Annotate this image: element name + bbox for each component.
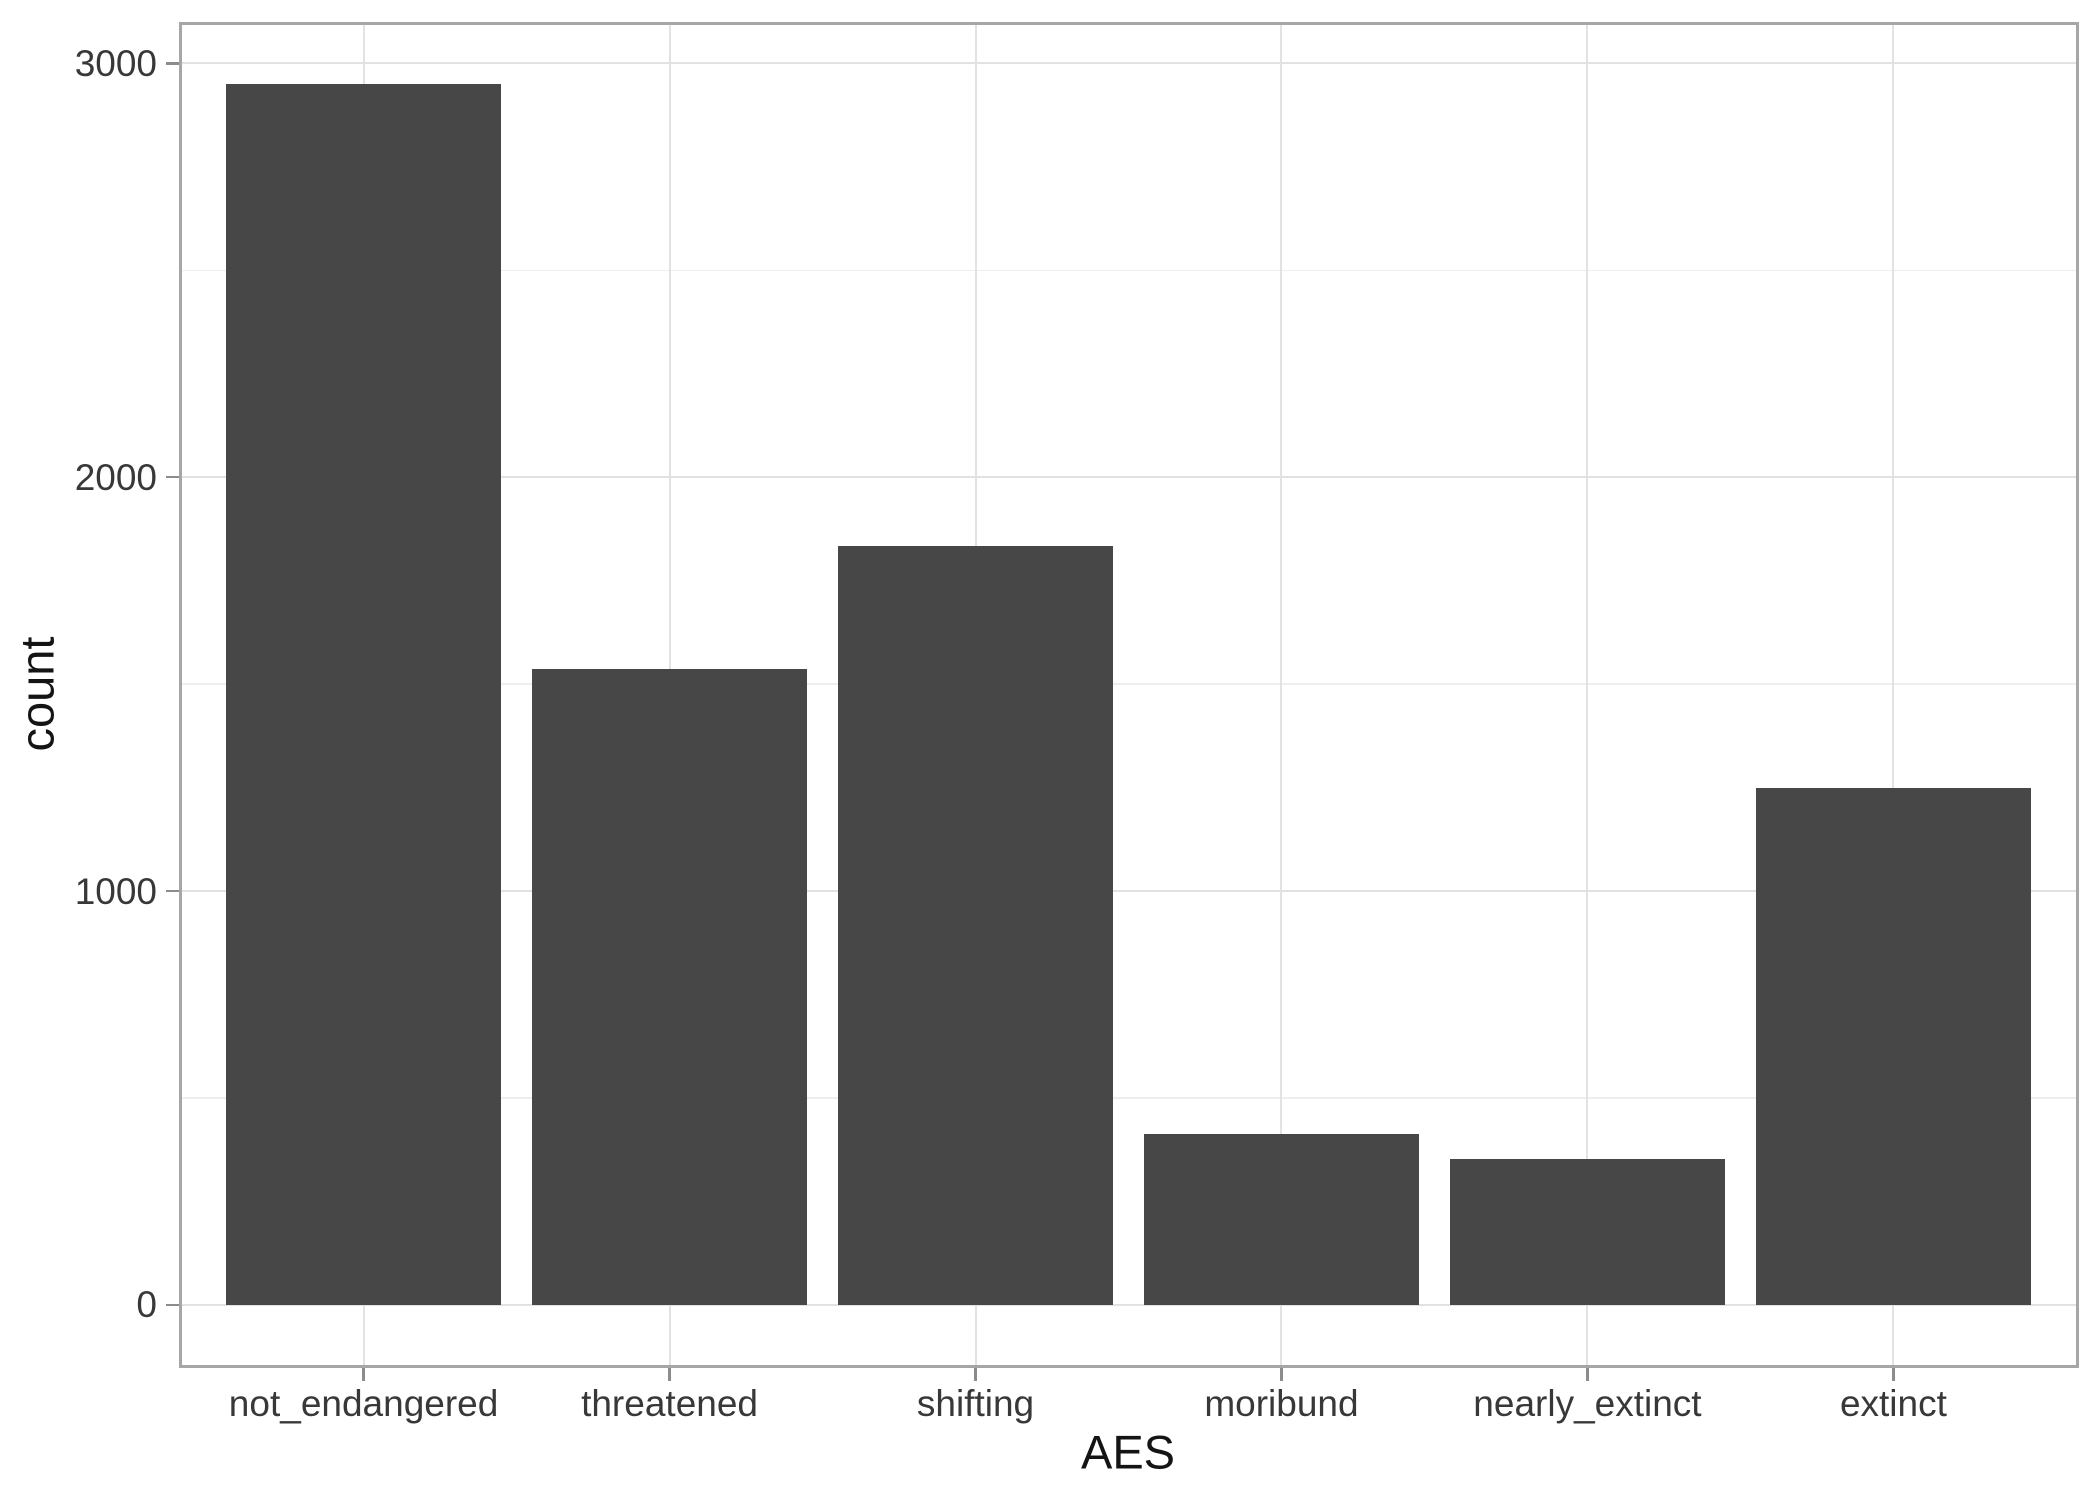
y-axis-label: 1000 bbox=[74, 870, 157, 912]
x-axis-label-extinct: extinct bbox=[1839, 1383, 1947, 1424]
y-axis-label: 3000 bbox=[74, 42, 157, 84]
y-axis-title: count bbox=[10, 636, 64, 752]
gridline-major bbox=[180, 890, 2077, 893]
gridline-minor bbox=[180, 269, 2077, 272]
gridline-vertical-nearly_extinct bbox=[1586, 23, 1589, 1366]
x-axis-tick bbox=[1280, 1367, 1283, 1381]
x-axis-label-moribund: moribund bbox=[1204, 1383, 1359, 1424]
x-axis-tick bbox=[1892, 1367, 1895, 1381]
y-axis-tick bbox=[166, 1303, 179, 1307]
bar-nearly_extinct bbox=[1449, 1159, 1726, 1305]
y-axis-label: 2000 bbox=[74, 456, 157, 498]
bar-threatened bbox=[531, 669, 808, 1305]
bar-shifting bbox=[837, 545, 1114, 1305]
y-axis-tick bbox=[166, 889, 179, 893]
x-axis-tick bbox=[668, 1367, 671, 1381]
gridline-minor bbox=[180, 1097, 2077, 1099]
y-axis-label: 0 bbox=[136, 1284, 157, 1326]
x-axis-tick bbox=[362, 1367, 365, 1381]
bar-not_endangered bbox=[225, 84, 502, 1305]
gridline-vertical-extinct bbox=[1892, 23, 1895, 1366]
x-axis-label-shifting: shifting bbox=[916, 1383, 1035, 1424]
gridline-vertical-moribund bbox=[1280, 23, 1283, 1366]
gridline-major bbox=[180, 62, 2077, 65]
y-axis-tick bbox=[166, 62, 179, 65]
gridline-major bbox=[180, 476, 2077, 479]
gridline-major bbox=[180, 1303, 2077, 1306]
gridline-minor bbox=[180, 683, 2077, 685]
x-axis-label-nearly_extinct: nearly_extinct bbox=[1473, 1383, 1702, 1424]
x-axis-tick bbox=[1586, 1367, 1589, 1381]
x-axis-label-not_endangered: not_endangered bbox=[228, 1383, 499, 1424]
bar-moribund bbox=[1143, 1134, 1420, 1305]
bar-extinct bbox=[1755, 788, 2032, 1305]
x-axis-tick bbox=[974, 1367, 977, 1381]
x-axis-label-threatened: threatened bbox=[581, 1383, 759, 1424]
y-axis-tick bbox=[166, 475, 179, 479]
plot-panel bbox=[178, 21, 2079, 1368]
x-axis-title: AES bbox=[1080, 1425, 1176, 1479]
